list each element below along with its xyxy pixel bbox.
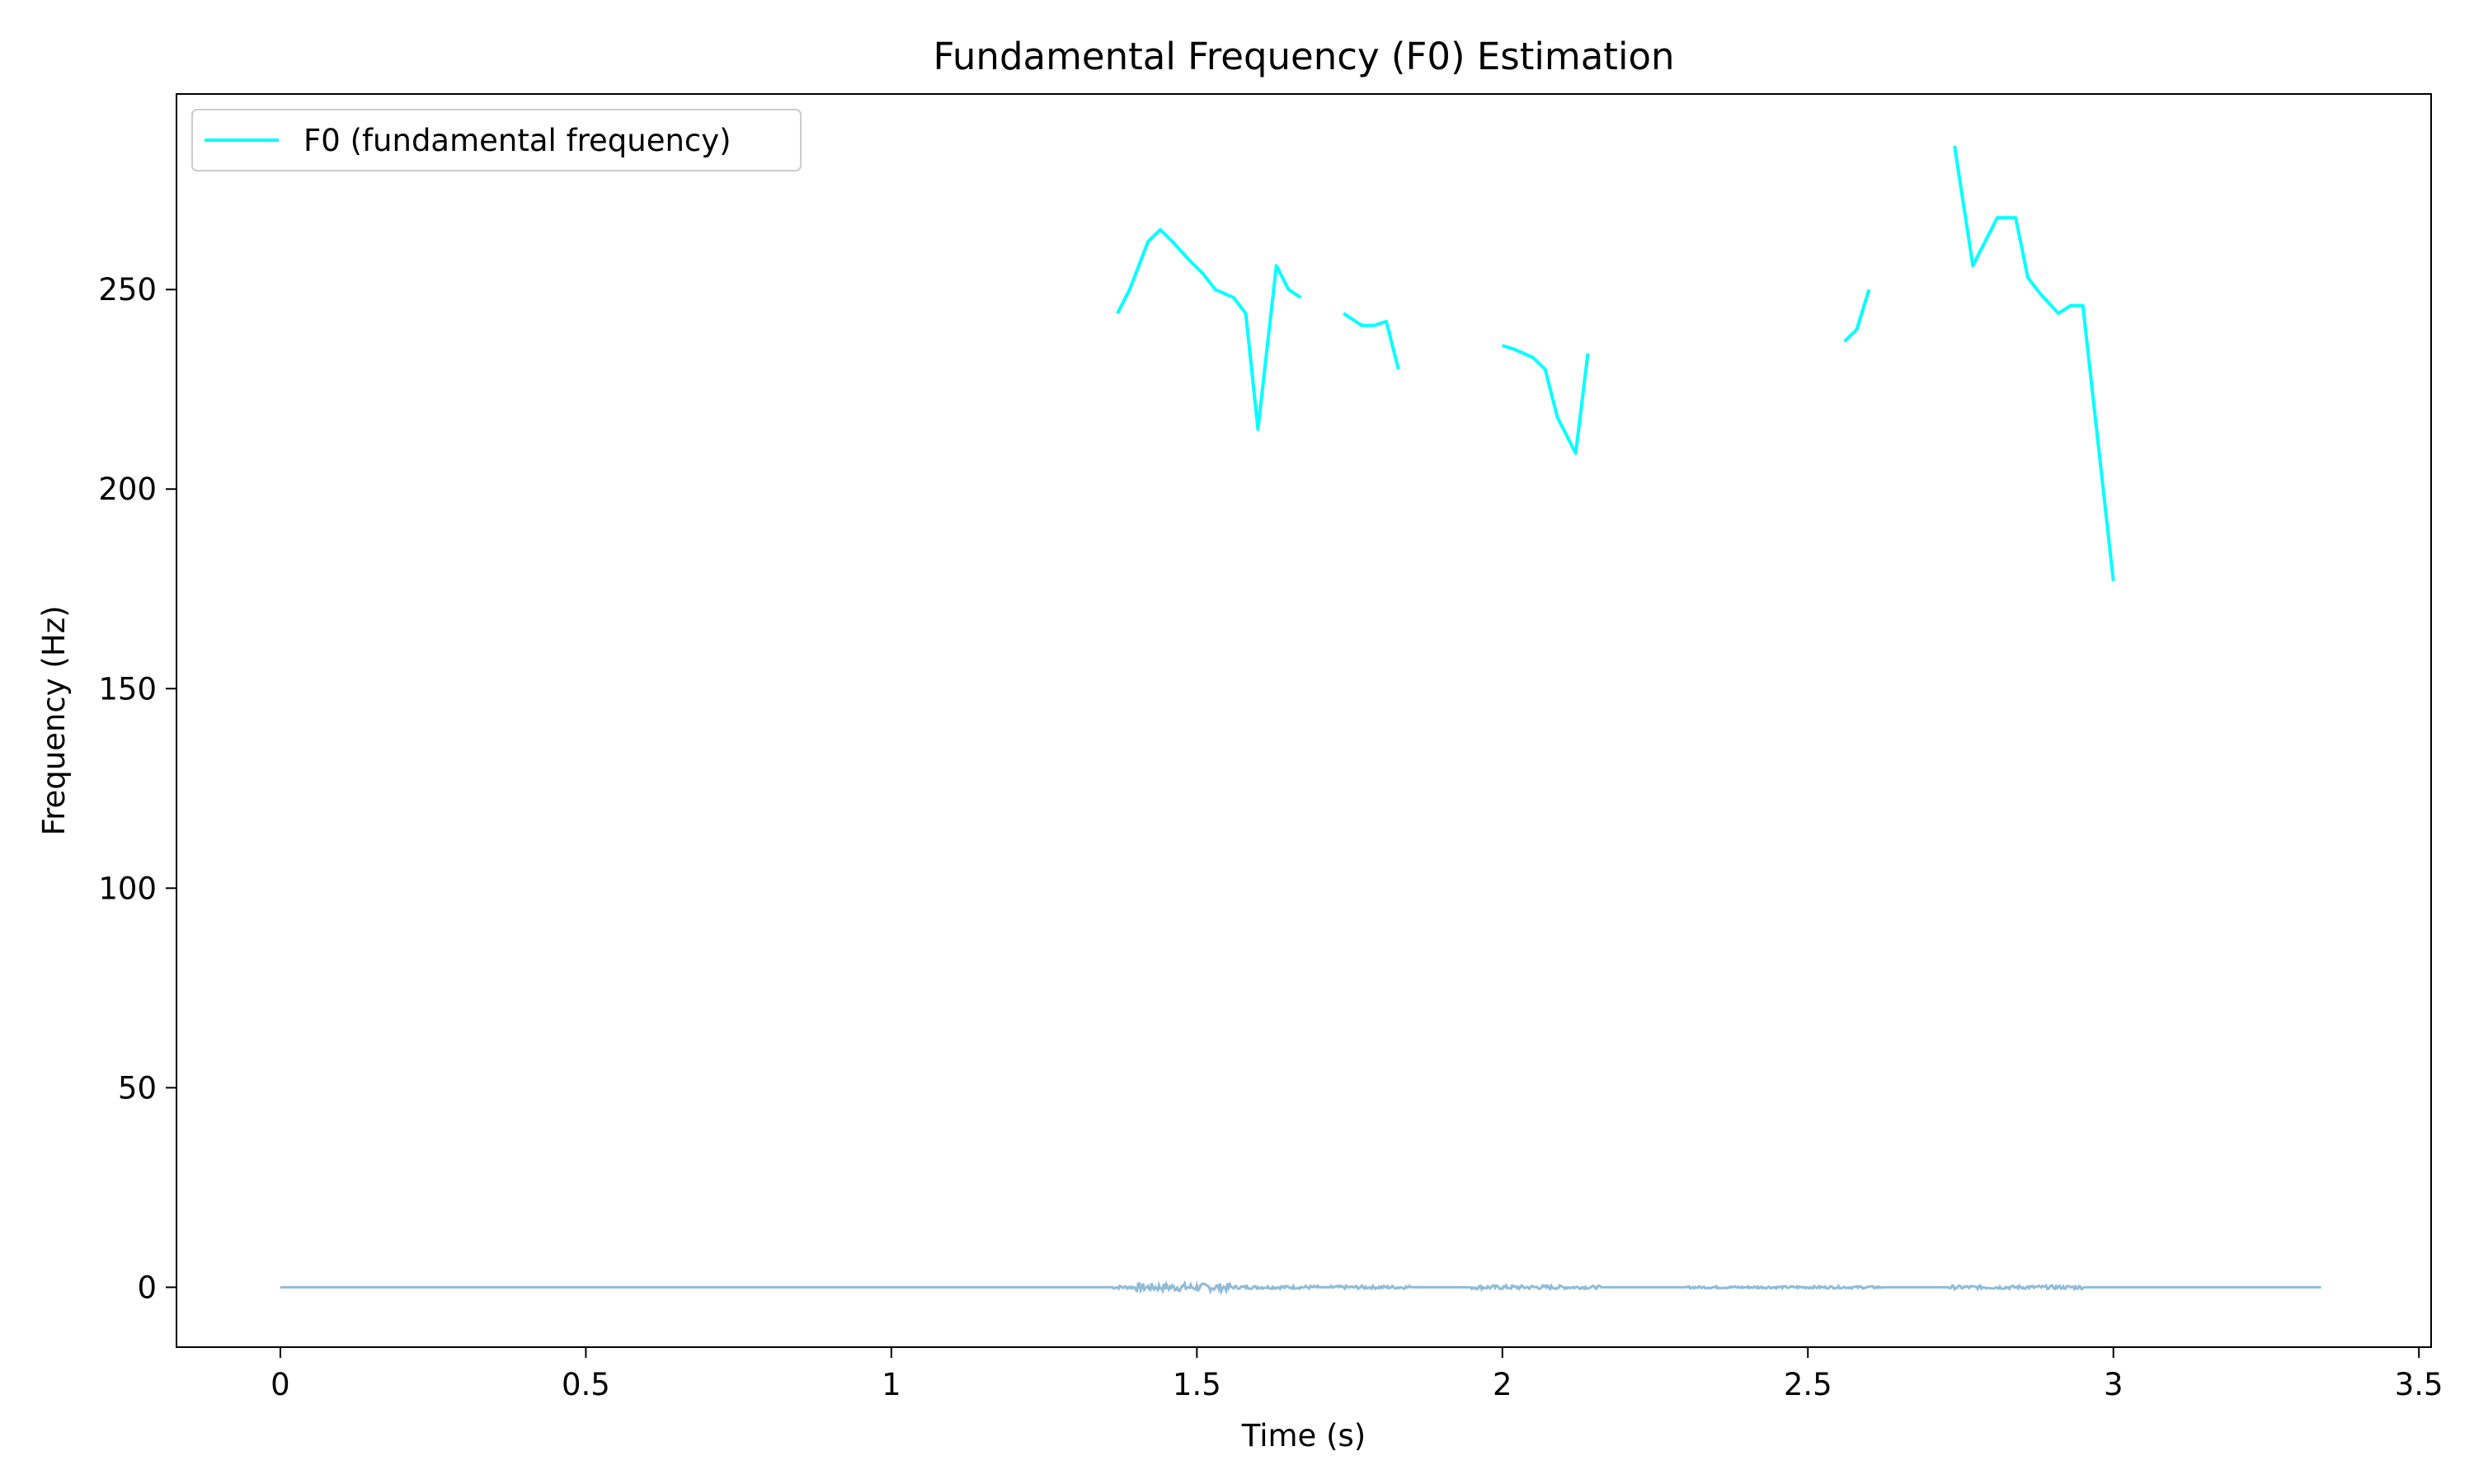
x-tick-label: 1.5 [1173, 1367, 1221, 1402]
y-tick-label: 50 [118, 1070, 157, 1106]
y-axis-label: Frequency (Hz) [36, 605, 72, 835]
y-tick-label: 100 [98, 871, 157, 906]
x-axis-label: Time (s) [1241, 1418, 1366, 1453]
x-axis: 0 0.5 1 1.5 2 2.5 3 3.5 [270, 1347, 2443, 1402]
y-tick-label: 200 [98, 472, 157, 507]
x-tick-label: 3.5 [2395, 1367, 2443, 1402]
f0-segment [1843, 289, 1871, 343]
f0-segment [1502, 344, 1590, 455]
chart-title: Fundamental Frequency (F0) Estimation [933, 35, 1674, 78]
waveform-series [280, 1280, 2321, 1296]
waveform-line [280, 1280, 2321, 1296]
x-tick-label: 0 [270, 1367, 290, 1402]
y-axis: 0 50 100 150 200 250 [98, 272, 176, 1305]
legend-box [191, 109, 802, 171]
f0-segment [1116, 228, 1302, 431]
y-tick-label: 250 [98, 272, 157, 308]
y-tick-label: 0 [137, 1270, 157, 1305]
y-tick-label: 150 [98, 671, 157, 707]
legend-label-f0: F0 (fundamental frequency) [303, 123, 731, 158]
x-tick-label: 0.5 [562, 1367, 610, 1402]
f0-series [1116, 145, 2115, 581]
plot-frame [176, 93, 2432, 1348]
legend: F0 (fundamental frequency) [191, 109, 802, 171]
f0-segment [1343, 312, 1400, 370]
x-tick-label: 3 [2104, 1367, 2124, 1402]
x-tick-label: 2 [1493, 1367, 1512, 1402]
f0-segment [1953, 145, 2115, 581]
x-tick-label: 1 [882, 1367, 901, 1402]
x-tick-label: 2.5 [1784, 1367, 1832, 1402]
